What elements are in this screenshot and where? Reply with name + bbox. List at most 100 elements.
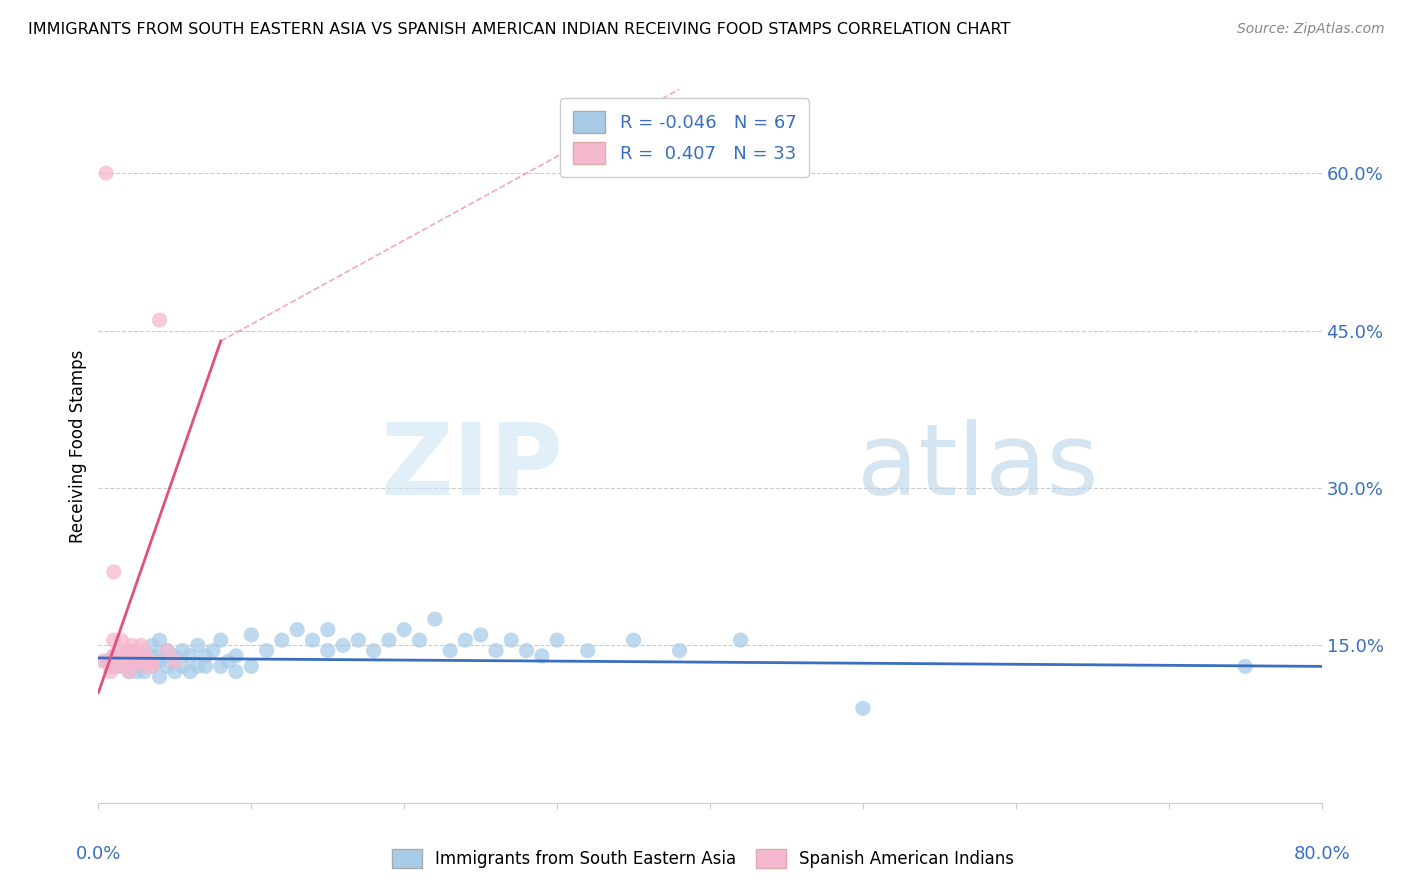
Point [100,665,122,679]
Point [121,654,143,668]
Point [194,648,217,663]
Point [111,648,134,663]
Point [94,654,117,668]
Point [485,643,508,657]
Point [187,639,209,653]
Point [363,643,385,657]
Point [110,648,132,663]
Point [91,654,114,668]
Point [110,633,132,648]
Point [149,670,172,684]
Point [163,654,186,668]
Point [103,565,125,579]
Point [110,648,132,663]
Point [408,633,430,648]
Point [125,643,148,657]
Point [118,643,141,657]
Point [134,643,156,657]
Point [141,654,163,668]
Point [134,665,156,679]
Point [129,648,152,663]
Text: 0.0%: 0.0% [76,845,121,863]
Point [316,623,339,637]
Point [378,633,401,648]
Point [115,643,138,657]
Point [332,639,354,653]
Point [270,633,292,648]
Point [852,701,875,715]
Point [141,659,163,673]
Point [141,639,163,653]
Text: atlas: atlas [856,419,1098,516]
Point [530,648,553,663]
Point [103,648,125,663]
Legend: R = -0.046   N = 67, R =  0.407   N = 33: R = -0.046 N = 67, R = 0.407 N = 33 [560,98,808,177]
Point [94,166,117,180]
Text: IMMIGRANTS FROM SOUTH EASTERN ASIA VS SPANISH AMERICAN INDIAN RECEIVING FOOD STA: IMMIGRANTS FROM SOUTH EASTERN ASIA VS SP… [28,22,1011,37]
Point [423,612,446,626]
Point [103,648,125,663]
Point [134,659,156,673]
Point [141,648,163,663]
Point [225,665,247,679]
Point [118,659,141,673]
Point [285,623,308,637]
Point [454,633,477,648]
Point [141,659,163,673]
Point [156,643,179,657]
Point [115,654,138,668]
Point [316,643,339,657]
Point [209,633,232,648]
Point [209,659,232,673]
Point [149,648,172,663]
Point [118,659,141,673]
Point [107,643,129,657]
Point [149,654,172,668]
Point [179,648,201,663]
Text: 80.0%: 80.0% [1294,845,1350,863]
Point [202,643,225,657]
Point [347,633,370,648]
Point [129,639,152,653]
Point [172,643,194,657]
Point [134,654,156,668]
Point [134,648,156,663]
Point [125,654,148,668]
Point [110,654,132,668]
Y-axis label: Receiving Food Stamps: Receiving Food Stamps [69,350,87,542]
Point [301,633,323,648]
Point [118,665,141,679]
Point [103,633,125,648]
Point [103,659,125,673]
Text: ZIP: ZIP [381,419,564,516]
Point [100,659,122,673]
Point [730,633,752,648]
Point [118,648,141,663]
Point [546,633,568,648]
Point [439,643,461,657]
Point [225,648,247,663]
Text: Source: ZipAtlas.com: Source: ZipAtlas.com [1237,22,1385,37]
Point [156,643,179,657]
Point [125,654,148,668]
Point [1234,659,1257,673]
Point [121,639,143,653]
Point [516,643,538,657]
Point [256,643,278,657]
Point [98,654,121,668]
Point [194,659,217,673]
Point [105,659,128,673]
Point [149,633,172,648]
Point [118,665,141,679]
Point [156,659,179,673]
Point [501,633,523,648]
Point [240,628,263,642]
Point [668,643,690,657]
Point [217,654,239,668]
Point [179,665,201,679]
Point [110,659,132,673]
Point [163,648,186,663]
Point [240,659,263,673]
Legend: Immigrants from South Eastern Asia, Spanish American Indians: Immigrants from South Eastern Asia, Span… [385,842,1021,875]
Point [470,628,492,642]
